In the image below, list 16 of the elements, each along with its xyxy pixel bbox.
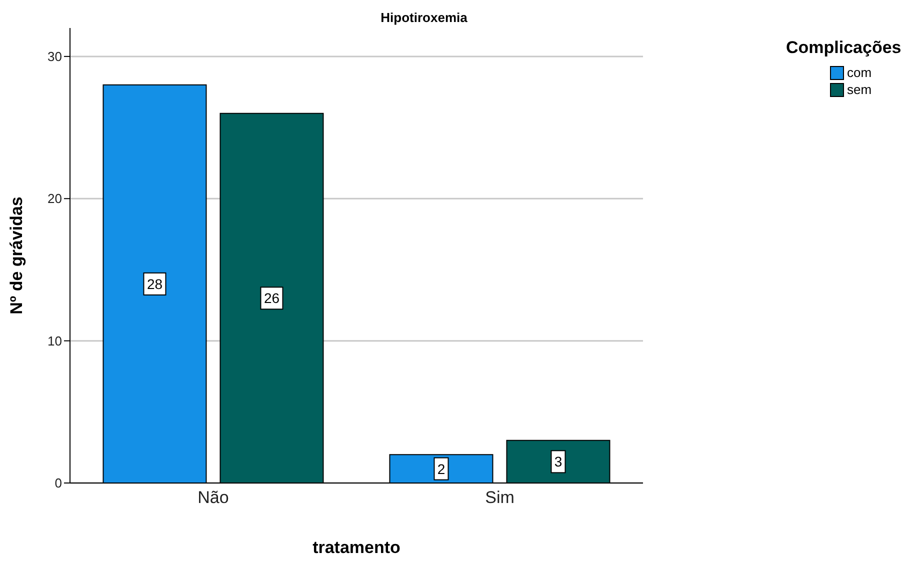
legend-label: sem — [846, 81, 873, 98]
y-tick-label: 0 — [54, 476, 62, 491]
data-label: 28 — [146, 276, 163, 292]
x-tick-label: Não — [198, 488, 229, 508]
legend-label: com — [846, 64, 873, 81]
legend-title: Complicações — [786, 38, 902, 58]
data-label: 2 — [437, 460, 446, 477]
data-label: 3 — [554, 454, 562, 470]
y-axis-title: Nº de grávidas — [7, 196, 26, 314]
x-axis-title: tratamento — [312, 538, 400, 557]
chart-title: Hipotiroxemia — [380, 10, 468, 25]
y-tick-label: 10 — [48, 333, 62, 348]
data-label: 26 — [264, 290, 280, 306]
y-tick-label: 20 — [48, 191, 62, 206]
x-tick-label: Sim — [485, 488, 514, 508]
y-tick-label: 30 — [48, 49, 62, 64]
